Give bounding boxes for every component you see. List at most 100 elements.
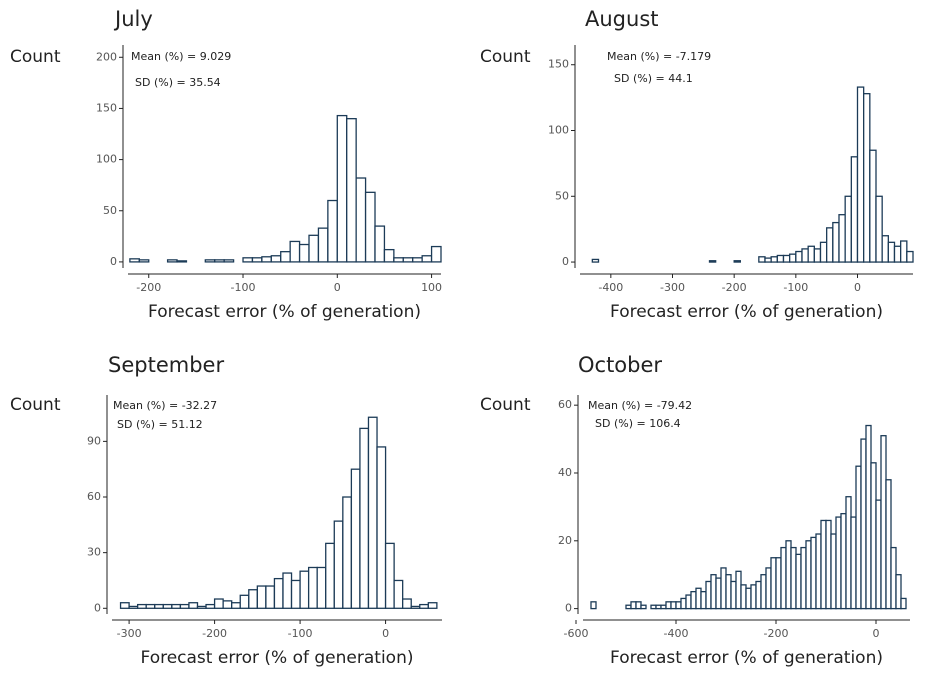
bar bbox=[214, 259, 225, 263]
bar bbox=[830, 533, 837, 610]
annotation: SD (%) = 51.12 bbox=[117, 418, 203, 431]
y-tick-label: 200 bbox=[96, 50, 117, 63]
bar bbox=[890, 546, 897, 610]
bar bbox=[231, 602, 241, 609]
bar bbox=[242, 257, 254, 263]
x-tick-label: -200 bbox=[136, 281, 161, 294]
bar bbox=[700, 591, 707, 610]
bar bbox=[815, 533, 822, 610]
bar bbox=[402, 598, 412, 609]
bar bbox=[764, 257, 772, 263]
bar bbox=[346, 118, 357, 263]
annotation: SD (%) = 35.54 bbox=[135, 76, 221, 89]
bar bbox=[376, 446, 387, 609]
y-tick-label: 20 bbox=[558, 534, 572, 547]
bar bbox=[725, 574, 732, 610]
y-tick-label: 50 bbox=[103, 204, 117, 217]
x-tick-label: -100 bbox=[288, 627, 313, 640]
bar bbox=[384, 542, 395, 609]
bar bbox=[280, 251, 291, 263]
bar bbox=[222, 600, 233, 609]
bar bbox=[327, 199, 338, 263]
bar bbox=[298, 243, 310, 263]
bar bbox=[299, 570, 310, 609]
y-axis-label: Count bbox=[10, 47, 61, 67]
bar bbox=[176, 260, 188, 263]
bar bbox=[775, 557, 782, 610]
bar bbox=[129, 258, 140, 263]
bar bbox=[870, 462, 877, 610]
bar bbox=[166, 259, 178, 263]
bar bbox=[695, 587, 702, 610]
bar bbox=[590, 601, 597, 610]
x-tick-label: 0 bbox=[873, 627, 880, 640]
bar bbox=[261, 256, 272, 263]
bar bbox=[720, 567, 727, 610]
bar bbox=[290, 579, 301, 609]
bar bbox=[289, 240, 301, 263]
x-axis-label: Forecast error (% of generation) bbox=[610, 302, 883, 322]
y-tick-label: 90 bbox=[87, 434, 101, 447]
bar bbox=[655, 604, 662, 610]
bar bbox=[750, 584, 757, 610]
bar bbox=[307, 566, 318, 609]
bar bbox=[875, 195, 883, 263]
bar bbox=[795, 553, 802, 610]
bar bbox=[350, 468, 361, 609]
bar bbox=[660, 604, 667, 610]
bar bbox=[789, 253, 797, 263]
bar bbox=[838, 214, 846, 263]
bar bbox=[282, 572, 293, 609]
x-axis-label: Forecast error (% of generation) bbox=[610, 648, 883, 668]
x-tick-label: -200 bbox=[764, 627, 789, 640]
bar bbox=[760, 574, 767, 610]
bar bbox=[776, 254, 785, 263]
bar bbox=[840, 513, 847, 610]
x-tick-label: -400 bbox=[598, 281, 623, 294]
bar bbox=[900, 597, 907, 610]
panel-title: September bbox=[108, 353, 224, 377]
bar bbox=[880, 435, 887, 610]
y-tick-label: 0 bbox=[562, 255, 569, 268]
bar bbox=[875, 499, 882, 610]
bar bbox=[685, 594, 692, 610]
bar bbox=[205, 603, 216, 609]
bar bbox=[188, 602, 199, 609]
bar bbox=[364, 191, 376, 263]
bar bbox=[730, 580, 737, 610]
bar bbox=[251, 257, 263, 263]
bar bbox=[887, 241, 896, 263]
bar bbox=[675, 601, 682, 610]
x-tick-label: -100 bbox=[783, 281, 808, 294]
bar bbox=[162, 603, 173, 609]
bar bbox=[850, 516, 857, 610]
bar bbox=[630, 601, 637, 610]
x-tick-label: -400 bbox=[664, 627, 689, 640]
bar bbox=[204, 259, 216, 263]
bar bbox=[119, 602, 130, 609]
bar bbox=[179, 603, 190, 609]
bar bbox=[807, 245, 815, 263]
bar bbox=[393, 257, 404, 263]
bar bbox=[863, 93, 871, 263]
bar bbox=[705, 580, 712, 610]
bar bbox=[893, 245, 902, 263]
bar bbox=[805, 540, 812, 610]
bar bbox=[710, 574, 717, 610]
y-axis-label: Count bbox=[480, 395, 531, 415]
bar bbox=[832, 221, 840, 263]
bar bbox=[342, 496, 353, 609]
bar bbox=[336, 114, 348, 263]
x-tick-label: -300 bbox=[117, 627, 142, 640]
bar bbox=[317, 227, 329, 263]
bar bbox=[355, 177, 367, 263]
bar bbox=[635, 601, 642, 610]
bar bbox=[690, 591, 697, 610]
bar bbox=[248, 589, 258, 609]
panel-title: July bbox=[113, 7, 153, 31]
y-axis-label: Count bbox=[480, 47, 531, 67]
bar bbox=[825, 519, 832, 610]
bar bbox=[367, 416, 378, 609]
bar bbox=[427, 602, 438, 609]
bar bbox=[835, 516, 842, 610]
